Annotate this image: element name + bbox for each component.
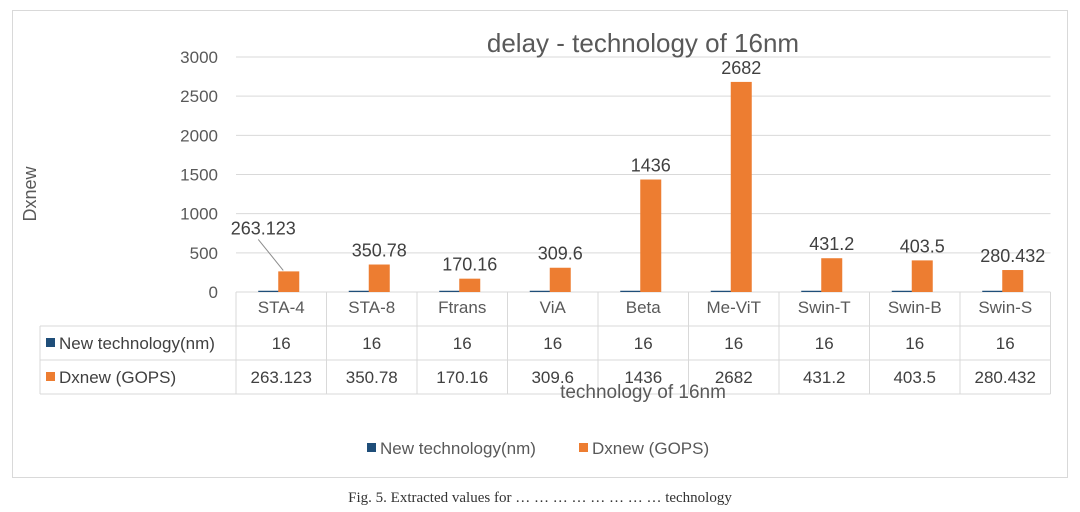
y-tick-label: 0 bbox=[209, 283, 218, 302]
table-cell: 16 bbox=[996, 334, 1015, 353]
category-label: Swin-B bbox=[888, 298, 942, 317]
data-label: 263.123 bbox=[231, 218, 296, 238]
category-label: STA-8 bbox=[348, 298, 395, 317]
table-cell: 16 bbox=[453, 334, 472, 353]
bar-dxnew bbox=[821, 258, 843, 292]
bar-new-technology bbox=[982, 290, 1004, 292]
table-cell: 350.78 bbox=[346, 368, 398, 387]
category-label: ViA bbox=[540, 298, 567, 317]
bar-dxnew bbox=[911, 260, 933, 292]
data-label: 431.2 bbox=[809, 234, 854, 254]
table-cell: 1436 bbox=[624, 368, 662, 387]
table-legend-key bbox=[46, 372, 55, 381]
bar-new-technology bbox=[710, 290, 732, 292]
table-series-name: Dxnew (GOPS) bbox=[59, 368, 176, 387]
table-cell: 309.6 bbox=[531, 368, 574, 387]
table-cell: 16 bbox=[362, 334, 381, 353]
table-legend-key bbox=[46, 338, 55, 347]
data-label: 1436 bbox=[631, 156, 671, 176]
data-label: 403.5 bbox=[900, 236, 945, 256]
category-label: Ftrans bbox=[438, 298, 486, 317]
y-tick-label: 1000 bbox=[180, 205, 218, 224]
data-label: 280.432 bbox=[980, 246, 1045, 266]
category-label: STA-4 bbox=[258, 298, 305, 317]
bar-new-technology bbox=[529, 290, 551, 292]
data-table: STA-4 STA-8 Ftrans ViA Beta Me-ViT Swin-T Swin-… bbox=[39, 292, 1051, 395]
y-tick-label: 1500 bbox=[180, 166, 218, 185]
category-label: Beta bbox=[626, 298, 662, 317]
bar-new-technology bbox=[348, 290, 370, 292]
bar-dxnew bbox=[459, 278, 481, 292]
y-tick-label: 2500 bbox=[180, 87, 218, 106]
figure-caption: Fig. 5. Extracted values for … … … … … …… bbox=[348, 490, 732, 506]
legend: New technology(nm) Dxnew (GOPS) bbox=[367, 439, 709, 458]
chart-title: delay - technology of 16nm bbox=[487, 28, 799, 58]
table-cell: 263.123 bbox=[251, 368, 312, 387]
category-label: Swin-T bbox=[798, 298, 851, 317]
chart: 0 500 1000 1500 2000 2500 3000 263.123 350.78 17… bbox=[20, 28, 1051, 458]
table-series-name: New technology(nm) bbox=[59, 334, 215, 353]
bar-new-technology bbox=[891, 290, 913, 292]
table-cell: 16 bbox=[634, 334, 653, 353]
data-labels: 263.123 350.78 170.16 309.6 1436 2682 431.2 403… bbox=[231, 58, 1046, 275]
y-axis-title: Dxnew bbox=[20, 165, 40, 221]
bar-dxnew bbox=[1002, 270, 1024, 292]
bars bbox=[258, 81, 1024, 292]
table-cell: 2682 bbox=[715, 368, 753, 387]
bar-new-technology bbox=[801, 290, 823, 292]
data-label: 2682 bbox=[721, 58, 761, 78]
bar-dxnew bbox=[278, 271, 300, 292]
table-cell: 16 bbox=[272, 334, 291, 353]
table-cell: 170.16 bbox=[436, 368, 488, 387]
bar-new-technology bbox=[258, 290, 280, 292]
y-axis-ticks: 0 500 1000 1500 2000 2500 3000 bbox=[180, 48, 218, 302]
bar-dxnew bbox=[730, 81, 752, 292]
x-axis-title: technology of 16nm bbox=[560, 382, 726, 403]
bar-new-technology bbox=[439, 290, 461, 292]
data-label: 309.6 bbox=[538, 244, 583, 264]
chart-frame: 0 500 1000 1500 2000 2500 3000 263.123 350.78 17… bbox=[12, 10, 1068, 478]
leader-line bbox=[257, 239, 284, 271]
y-tick-label: 2000 bbox=[180, 126, 218, 145]
table-cell: 16 bbox=[543, 334, 562, 353]
y-tick-label: 500 bbox=[190, 244, 218, 263]
category-label: Swin-S bbox=[978, 298, 1032, 317]
data-label: 350.78 bbox=[352, 241, 407, 261]
bar-dxnew bbox=[640, 179, 662, 292]
table-cell: 16 bbox=[815, 334, 834, 353]
category-label: Me-ViT bbox=[707, 298, 761, 317]
table-cell: 431.2 bbox=[803, 368, 846, 387]
legend-key bbox=[367, 443, 376, 452]
table-cell: 280.432 bbox=[975, 368, 1036, 387]
table-cell: 403.5 bbox=[893, 368, 936, 387]
legend-label: Dxnew (GOPS) bbox=[592, 439, 709, 458]
table-cell: 16 bbox=[905, 334, 924, 353]
legend-key bbox=[579, 443, 588, 452]
legend-label: New technology(nm) bbox=[380, 439, 536, 458]
data-label: 170.16 bbox=[442, 255, 497, 275]
bar-new-technology bbox=[620, 290, 642, 292]
table-cell: 16 bbox=[724, 334, 743, 353]
y-tick-label: 3000 bbox=[180, 48, 218, 67]
bar-dxnew bbox=[549, 267, 571, 292]
bar-dxnew bbox=[368, 264, 390, 292]
